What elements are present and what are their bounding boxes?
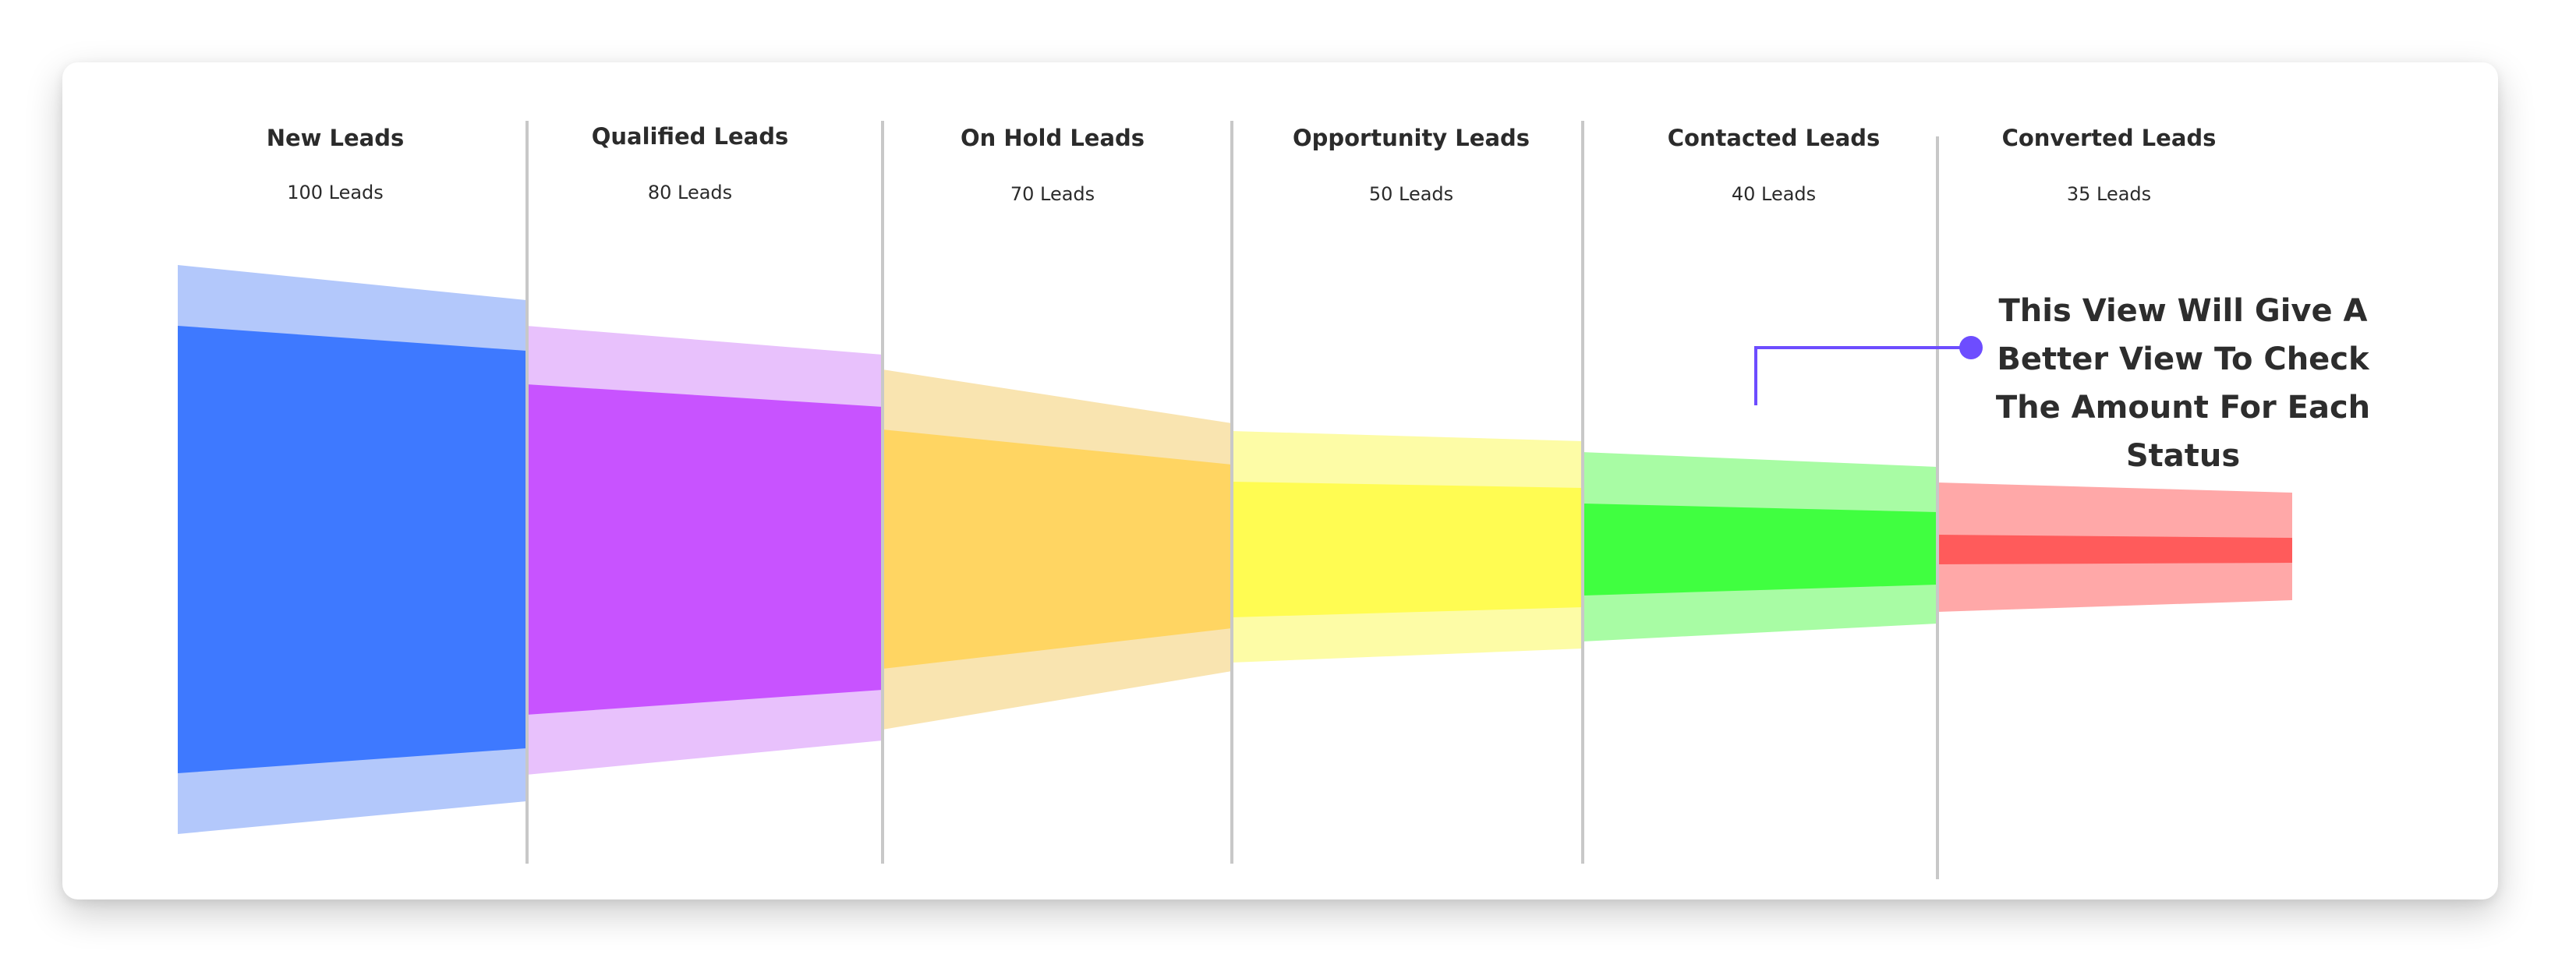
funnel-band-inner-5 — [1583, 504, 1937, 596]
stage-title: Converted Leads — [2001, 125, 2217, 151]
callout-line — [1754, 346, 1971, 405]
stage-count: 100 Leads — [287, 182, 384, 203]
stage-count: 80 Leads — [647, 182, 733, 203]
stage-count: 35 Leads — [2066, 183, 2152, 205]
funnel-band-inner-4 — [1232, 482, 1583, 617]
funnel-band-inner-1 — [178, 326, 526, 773]
funnel-bands — [178, 265, 2292, 834]
stage-dividers — [525, 121, 1939, 879]
funnel-band-inner-6 — [1937, 535, 2292, 564]
stage-count: 50 Leads — [1368, 183, 1454, 205]
stage-count: 40 Leads — [1731, 183, 1817, 205]
stage-title: On Hold Leads — [960, 125, 1145, 151]
stage-title: New Leads — [266, 125, 405, 151]
funnel-band-inner-2 — [526, 384, 883, 715]
stage-title: Contacted Leads — [1667, 125, 1881, 151]
stage-title: Qualified Leads — [591, 123, 789, 150]
funnel-band-inner-3 — [883, 429, 1232, 669]
callout-connector — [1754, 336, 1983, 405]
callout-text: This View Will Give A Better View To Che… — [1995, 293, 2371, 474]
callout-dot — [1959, 336, 1983, 359]
stage-title: Opportunity Leads — [1292, 125, 1530, 151]
stage-count: 70 Leads — [1010, 183, 1095, 205]
